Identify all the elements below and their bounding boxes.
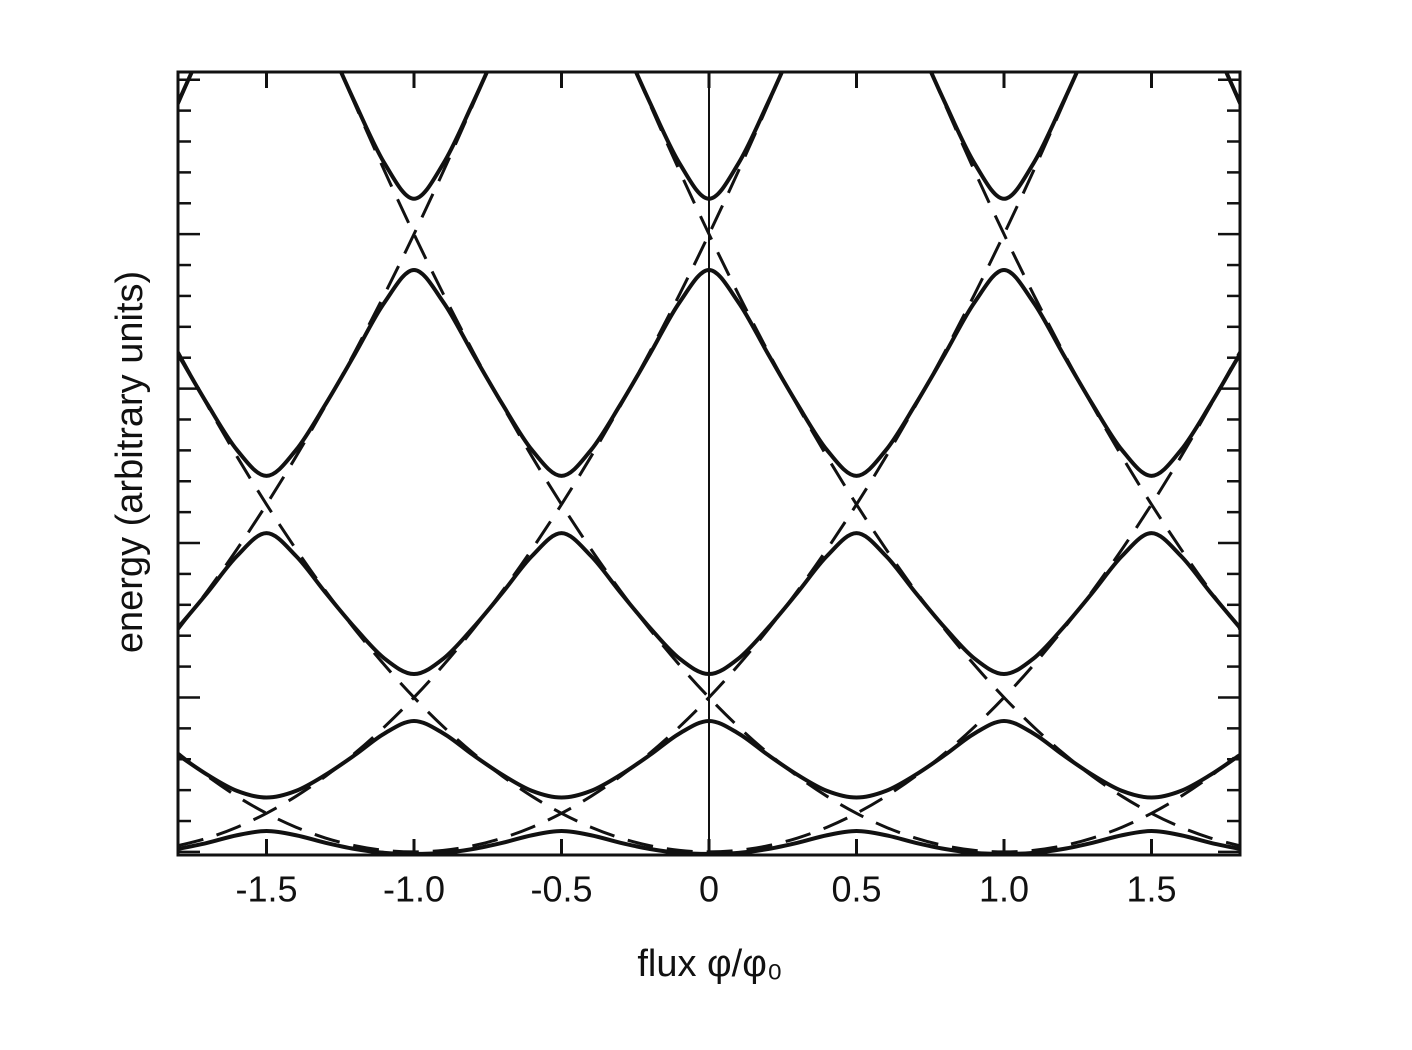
free-band-line <box>178 72 1079 854</box>
y-axis-label: energy (arbitrary units) <box>109 271 151 653</box>
x-tick-label: 1.0 <box>979 869 1029 910</box>
band-line <box>178 718 1240 800</box>
x-tick-label: 0 <box>699 869 719 910</box>
band-line <box>178 72 1240 201</box>
free-band-line <box>178 72 489 631</box>
x-axis-label: flux φ/φ₀ <box>637 943 782 985</box>
band-line <box>178 267 1240 478</box>
x-tick-label: -0.5 <box>530 869 592 910</box>
band-line <box>178 531 1240 676</box>
x-tick-label: 1.5 <box>1126 869 1176 910</box>
x-tick-label: 0.5 <box>831 869 881 910</box>
plot-area <box>178 72 1240 855</box>
x-tick-label: -1.5 <box>235 869 297 910</box>
x-tick-label: -1.0 <box>383 869 445 910</box>
